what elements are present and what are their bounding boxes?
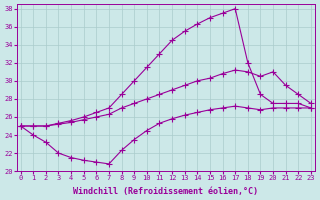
X-axis label: Windchill (Refroidissement éolien,°C): Windchill (Refroidissement éolien,°C) bbox=[73, 187, 258, 196]
